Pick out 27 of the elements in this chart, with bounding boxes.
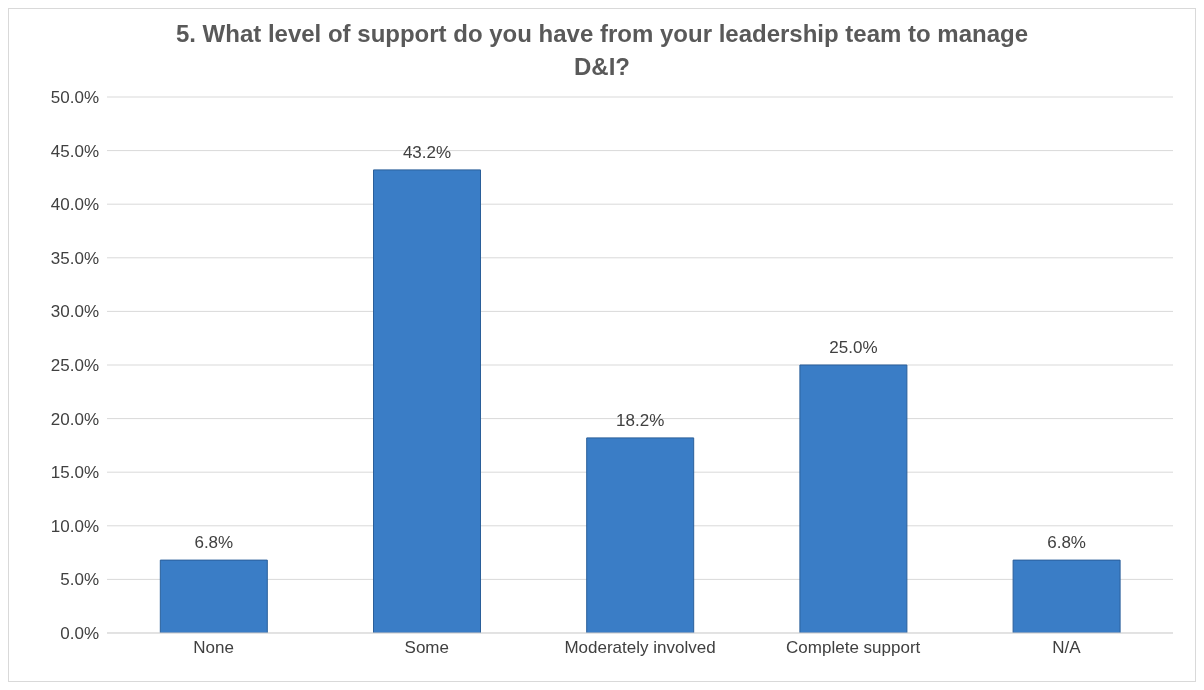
y-tick-label: 25.0%	[50, 356, 99, 376]
x-tick-label: Moderately involved	[564, 638, 716, 658]
y-tick-label: 0.0%	[60, 624, 99, 644]
y-tick-label: 30.0%	[50, 302, 99, 322]
y-tick-label: 5.0%	[60, 570, 99, 590]
y-tick-label: 20.0%	[50, 409, 99, 429]
chart-title: 5. What level of support do you have from your leadership team to manage D&I?	[174, 19, 1030, 82]
data-label: 6.8%	[1047, 533, 1086, 553]
x-tick-label: Some	[404, 638, 450, 658]
x-tick-label: N/A	[1052, 638, 1082, 658]
data-label: 25.0%	[829, 338, 878, 357]
data-label: 18.2%	[616, 410, 665, 430]
data-label: 43.2%	[402, 142, 452, 162]
y-tick-label: 15.0%	[50, 463, 99, 483]
bar	[799, 364, 908, 633]
y-tick-label: 40.0%	[50, 195, 99, 215]
x-tick-label: None	[193, 638, 234, 658]
bar	[586, 437, 695, 633]
x-tick-label: Complete support	[786, 638, 921, 658]
bar	[1012, 559, 1121, 633]
bar	[159, 559, 268, 633]
y-tick-label: 35.0%	[50, 248, 99, 268]
y-tick-label: 50.0%	[50, 88, 99, 108]
bar	[373, 169, 481, 633]
y-tick-label: 10.0%	[50, 516, 99, 536]
y-tick-label: 45.0%	[50, 141, 99, 161]
data-label: 6.8%	[194, 533, 234, 553]
